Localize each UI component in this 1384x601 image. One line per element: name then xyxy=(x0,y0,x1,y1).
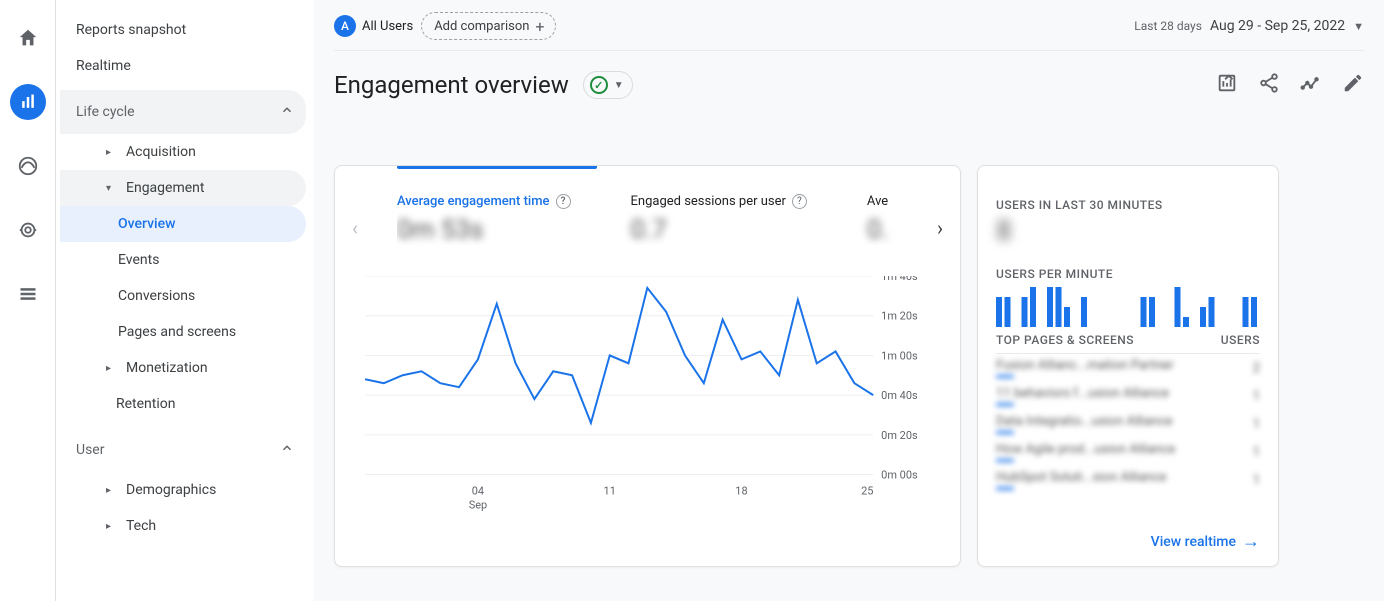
customize-report-icon[interactable] xyxy=(1216,72,1238,98)
scroll-left-button[interactable]: ‹ xyxy=(341,214,369,242)
engagement-chart-card: ‹ › Average engagement time? 0m 53s Enga… xyxy=(334,165,961,567)
tab-indicator xyxy=(397,166,597,169)
rail-home-icon[interactable] xyxy=(10,20,46,56)
svg-text:0m 40s: 0m 40s xyxy=(881,389,918,402)
sidebar-acquisition[interactable]: ▸Acquisition xyxy=(60,134,306,170)
insights-icon[interactable] xyxy=(1300,72,1322,98)
scroll-right-button[interactable]: › xyxy=(926,214,954,242)
rt-table-header: TOP PAGES & SCREENS USERS xyxy=(996,333,1260,354)
caret-down-icon: ▼ xyxy=(614,80,624,91)
realtime-card: USERS IN LAST 30 MINUTES 8 USERS PER MIN… xyxy=(977,165,1279,567)
users-per-minute-chart xyxy=(996,287,1260,327)
svg-text:0m 00s: 0m 00s xyxy=(881,469,918,482)
rail-explore-icon[interactable] xyxy=(10,212,46,248)
svg-text:18: 18 xyxy=(735,484,747,497)
sidebar-engagement-conversions[interactable]: Conversions xyxy=(60,278,306,314)
svg-text:0m 20s: 0m 20s xyxy=(881,429,918,442)
rail-advertising-icon[interactable] xyxy=(10,148,46,184)
rt-heading-users30: USERS IN LAST 30 MINUTES xyxy=(996,198,1260,212)
arrow-right-icon: → xyxy=(1242,531,1260,552)
rt-users-value: 8 xyxy=(996,214,1260,247)
sidebar-retention[interactable]: Retention xyxy=(60,386,306,422)
line-chart: 1m 40s 1m 20s 1m 00s 0m 40s 0m 20s 0m 00s 04Se… xyxy=(365,276,936,544)
sidebar-tech[interactable]: ▸Tech xyxy=(60,508,306,544)
svg-text:Sep: Sep xyxy=(469,498,487,511)
chevron-up-icon xyxy=(280,441,294,459)
sidebar-section-user[interactable]: User xyxy=(60,428,306,472)
metric-tabs: Average engagement time? 0m 53s Engaged … xyxy=(397,166,936,245)
metric-avg-engagement-time[interactable]: Average engagement time? 0m 53s xyxy=(397,194,571,245)
all-users-chip[interactable]: A All Users xyxy=(334,12,413,40)
svg-text:11: 11 xyxy=(604,484,616,497)
plus-icon: + xyxy=(535,17,544,36)
help-icon[interactable]: ? xyxy=(556,194,571,209)
check-circle-icon: ✓ xyxy=(590,76,608,94)
rail-configure-icon[interactable] xyxy=(10,276,46,312)
svg-text:1m 00s: 1m 00s xyxy=(881,349,918,362)
rt-table-row[interactable]: How Agile prod...usion Alliance1 xyxy=(996,438,1260,466)
rt-table-row[interactable]: HubSpot Soluti...sion Alliance1 xyxy=(996,466,1260,494)
page-title: Engagement overview xyxy=(334,71,569,99)
sidebar-engagement-pages[interactable]: Pages and screens xyxy=(60,314,306,350)
rt-table-row[interactable]: Fusion Allianc...mation Partner2 xyxy=(996,354,1260,382)
edit-pencil-icon[interactable] xyxy=(1342,72,1364,98)
main-content: A All Users Add comparison + Last 28 day… xyxy=(314,0,1384,601)
svg-text:1m 40s: 1m 40s xyxy=(881,276,918,283)
icon-rail xyxy=(0,0,56,601)
add-comparison-button[interactable]: Add comparison + xyxy=(421,12,555,40)
metric-third[interactable]: Ave 0. xyxy=(867,194,888,245)
help-icon[interactable]: ? xyxy=(792,194,807,209)
svg-text:25: 25 xyxy=(861,484,873,497)
sidebar-demographics[interactable]: ▸Demographics xyxy=(60,472,306,508)
rt-table-row[interactable]: Data Integratio...usion Alliance1 xyxy=(996,410,1260,438)
sidebar-realtime[interactable]: Realtime xyxy=(60,48,306,84)
view-realtime-link[interactable]: View realtime → xyxy=(996,531,1260,552)
status-dropdown[interactable]: ✓ ▼ xyxy=(583,71,633,99)
rail-reports-icon[interactable] xyxy=(10,84,46,120)
chevron-up-icon xyxy=(280,103,294,121)
segment-badge: A xyxy=(334,15,356,37)
sidebar-section-lifecycle[interactable]: Life cycle xyxy=(60,90,306,134)
share-icon[interactable] xyxy=(1258,72,1280,98)
sidebar: Reports snapshot Realtime Life cycle ▸Ac… xyxy=(56,0,314,601)
date-range-picker[interactable]: Last 28 days Aug 29 - Sep 25, 2022 ▼ xyxy=(1134,18,1364,34)
sidebar-reports-snapshot[interactable]: Reports snapshot xyxy=(60,12,306,48)
caret-down-icon: ▼ xyxy=(1353,20,1364,33)
rt-table-row[interactable]: 11 behaviors f...usion Alliance1 xyxy=(996,382,1260,410)
svg-text:1m 20s: 1m 20s xyxy=(881,310,918,323)
sidebar-monetization[interactable]: ▸Monetization xyxy=(60,350,306,386)
sidebar-engagement[interactable]: ▾Engagement xyxy=(60,170,306,206)
title-actions xyxy=(1216,72,1364,98)
title-bar: Engagement overview ✓ ▼ xyxy=(314,51,1384,107)
rt-heading-upm: USERS PER MINUTE xyxy=(996,267,1260,281)
svg-text:04: 04 xyxy=(472,484,484,497)
sidebar-engagement-events[interactable]: Events xyxy=(60,242,306,278)
sidebar-engagement-overview[interactable]: Overview xyxy=(60,206,306,242)
comparison-bar: A All Users Add comparison + Last 28 day… xyxy=(314,0,1384,44)
metric-engaged-sessions[interactable]: Engaged sessions per user? 0.7 xyxy=(631,194,807,245)
